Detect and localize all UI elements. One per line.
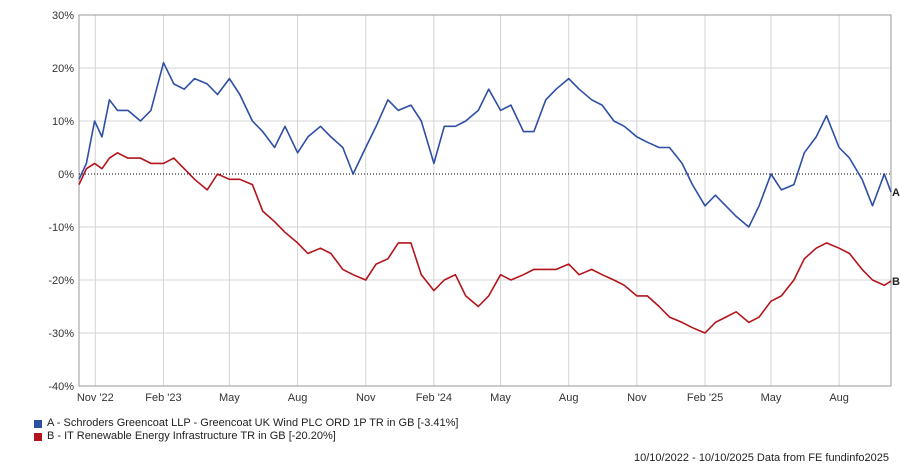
x-tick-label: Aug [829, 392, 849, 404]
plot-area-frame [78, 14, 892, 387]
legend-label-a: A - Schroders Greencoat LLP - Greencoat … [47, 417, 459, 429]
series-end-label-b: B [892, 276, 900, 288]
x-tick-label: Feb '23 [145, 392, 181, 404]
series-end-label-a: A [892, 187, 900, 199]
x-tick-label: Aug [559, 392, 579, 404]
footer-source: 10/10/2022 - 10/10/2025 Data from FE fun… [633, 452, 889, 464]
x-tick-label: May [761, 392, 782, 404]
x-tick-label: Nov [356, 392, 376, 404]
x-tick-label: Feb '25 [687, 392, 723, 404]
legend-item-a[interactable]: A - Schroders Greencoat LLP - Greencoat … [34, 417, 458, 430]
x-tick-label: Aug [288, 392, 308, 404]
series-line-b [78, 152, 892, 334]
y-tick-label: -20% [48, 275, 74, 287]
y-tick-label: 10% [52, 116, 74, 128]
y-tick-label: -10% [48, 222, 74, 234]
legend-item-b[interactable]: B - IT Renewable Energy Infrastructure T… [34, 430, 458, 443]
series-line-a [78, 61, 892, 228]
y-tick-label: 0% [58, 169, 74, 181]
legend-swatch-b [34, 432, 42, 441]
legend-swatch-a [34, 419, 42, 428]
legend-label-b: B - IT Renewable Energy Infrastructure T… [47, 430, 336, 442]
x-tick-label: Nov '22 [77, 392, 114, 404]
line-chart: 30% 20% 10% 0% -10% -20% -30% -40%Nov '22 Feb '2… [48, 10, 900, 404]
x-tick-label: Feb '24 [416, 392, 452, 404]
y-tick-label: 20% [52, 63, 74, 75]
x-tick-label: Nov [627, 392, 647, 404]
y-tick-label: -40% [48, 381, 74, 393]
y-tick-label: 30% [52, 10, 74, 22]
x-tick-label: May [490, 392, 511, 404]
y-tick-label: -30% [48, 328, 74, 340]
x-tick-label: May [219, 392, 240, 404]
legend: A - Schroders Greencoat LLP - Greencoat … [34, 417, 458, 443]
